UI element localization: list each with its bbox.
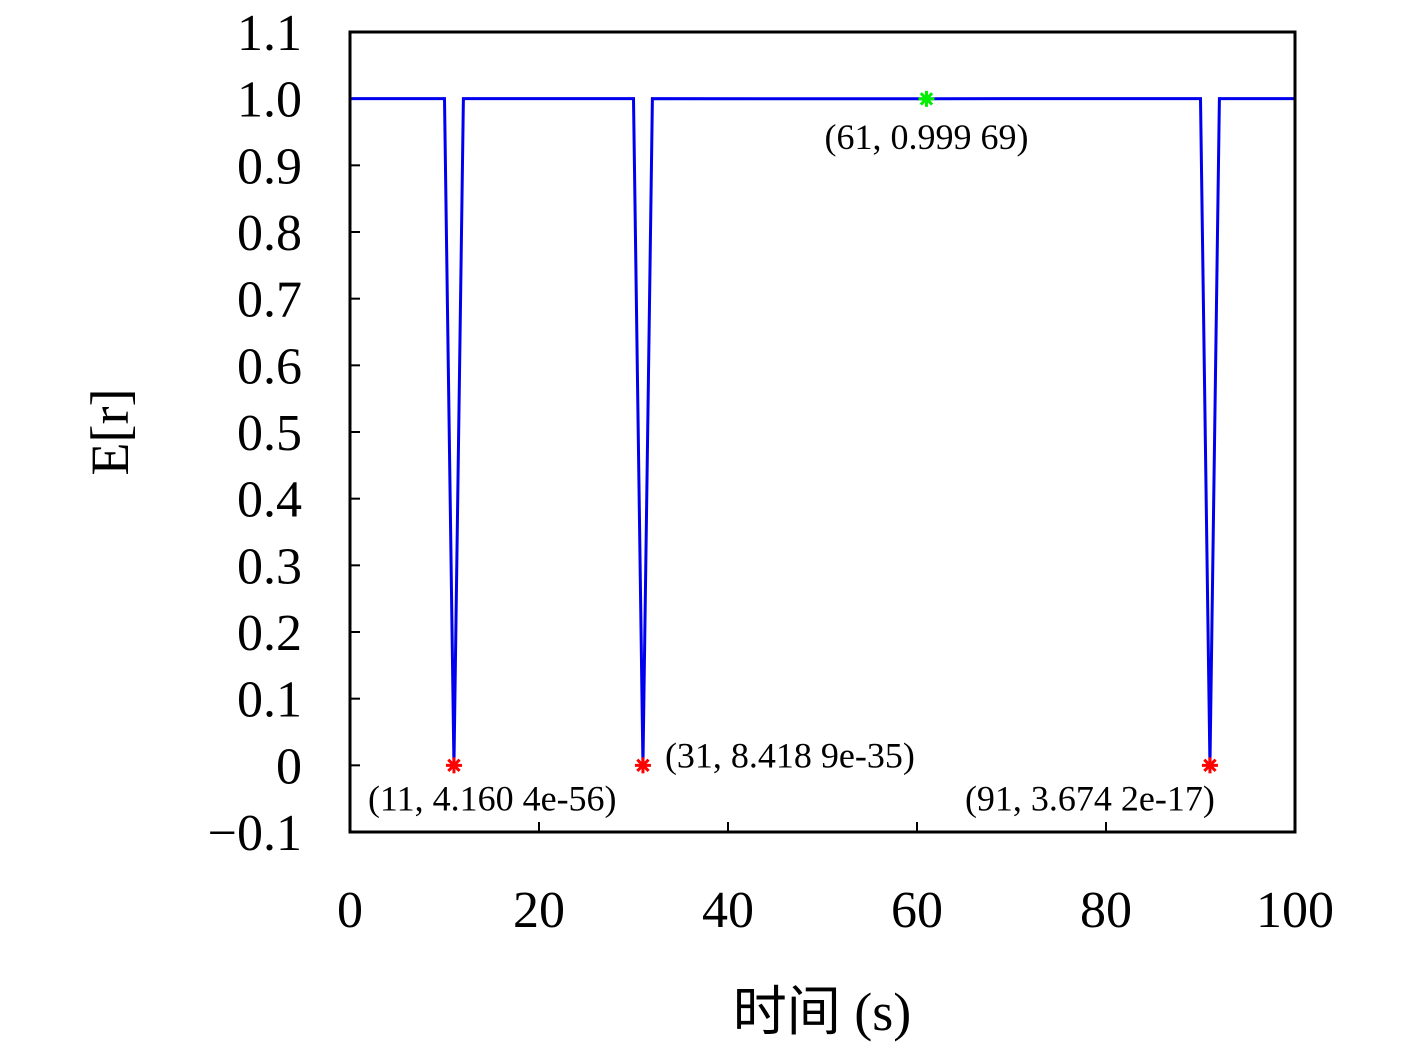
y-tick-label: 0.1 — [237, 672, 302, 729]
y-tick-label: 0.2 — [237, 605, 302, 662]
x-tick-label: 80 — [1080, 882, 1132, 939]
x-tick-label: 20 — [513, 882, 565, 939]
plot-frame — [348, 30, 1297, 834]
y-tick-label: 0.3 — [237, 538, 302, 595]
y-tick-label: 0.4 — [237, 472, 302, 529]
annotation-label: (91, 3.674 2e-17) — [965, 778, 1215, 818]
annotation-label: (11, 4.160 4e-56) — [368, 778, 617, 818]
y-tick-label: 1.1 — [237, 5, 302, 62]
marker-stroke — [1203, 758, 1217, 773]
marker-stroke — [919, 92, 934, 106]
y-tick-label: 1.0 — [237, 72, 302, 129]
x-tick-label: 40 — [702, 882, 754, 939]
annotation-marker — [634, 757, 651, 774]
y-tick-label: 0.7 — [237, 272, 302, 329]
data-line — [350, 97, 1295, 766]
x-tick-label: 0 — [337, 882, 363, 939]
y-tick-label: 0.8 — [237, 205, 302, 262]
annotation-marker — [1201, 757, 1218, 774]
marker-stroke — [636, 758, 650, 773]
annotation-label: (31, 8.418 9e-35) — [665, 735, 915, 775]
x-axis-label: 时间 (s) — [733, 982, 911, 1042]
y-tick-label: 0 — [276, 738, 302, 795]
y-tick-label: 0.9 — [237, 138, 302, 195]
annotation-label: (61, 0.999 69) — [824, 117, 1028, 157]
x-tick-label: 60 — [891, 882, 943, 939]
y-tick-label: 0.5 — [237, 405, 302, 462]
annotation-marker — [918, 90, 935, 107]
y-tick-label: −0.1 — [208, 805, 302, 862]
marker-stroke — [447, 758, 461, 773]
x-tick-label: 100 — [1256, 882, 1334, 939]
y-axis-label: E[r] — [80, 389, 140, 476]
y-tick-label: 0.6 — [237, 338, 302, 395]
annotation-marker — [445, 757, 462, 774]
